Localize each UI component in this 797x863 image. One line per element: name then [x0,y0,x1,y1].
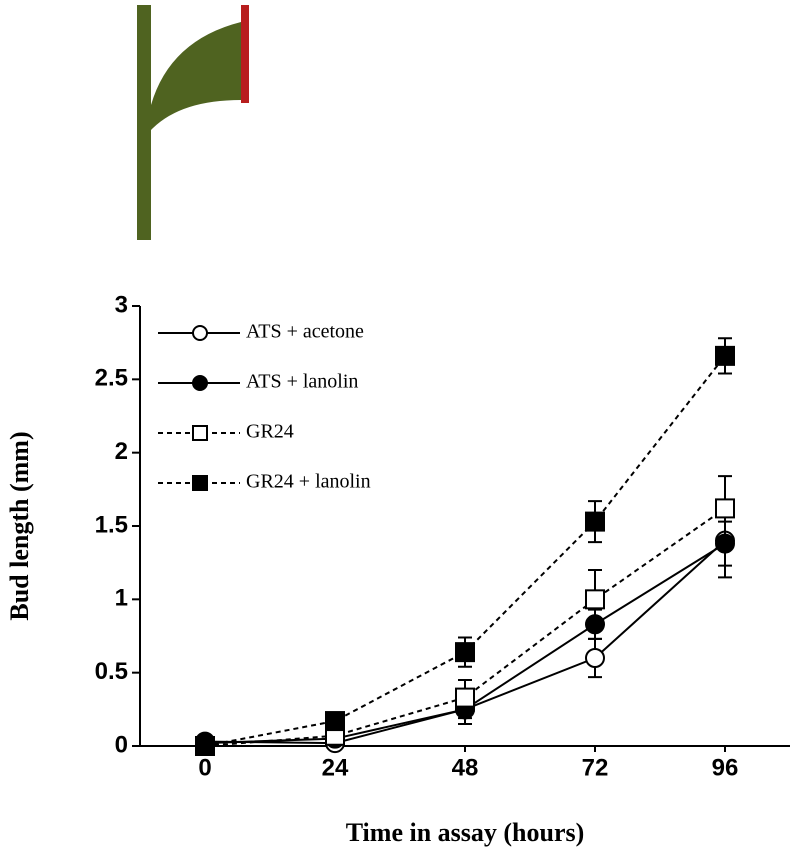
data-point [455,687,475,708]
data-point [455,642,475,663]
x-tick-label: 96 [712,754,739,781]
branch [151,22,241,130]
legend-marker [192,325,208,341]
illustration [137,5,249,240]
legend-label: GR24 + lanolin [246,471,371,493]
y-tick-label: 0.5 [95,658,128,685]
data-point [195,736,215,756]
data-point [585,511,605,532]
legend-marker [192,425,208,441]
x-tick-label: 48 [452,754,479,781]
legend-label: GR24 [246,421,294,443]
y-tick-label: 0 [115,731,128,758]
data-point [715,498,735,519]
x-axis-title: Time in assay (hours) [346,818,585,847]
y-tick-label: 1 [115,585,128,612]
legend-label: ATS + lanolin [246,371,358,393]
y-tick-label: 2.5 [95,365,128,392]
stem [137,5,151,240]
x-tick-label: 72 [582,754,609,781]
data-point [715,345,735,366]
y-tick-label: 3 [115,291,128,318]
data-point [585,648,605,668]
y-tick-label: 2 [115,438,128,465]
x-tick-label: 0 [198,754,211,781]
legend-label: ATS + acetone [246,321,364,343]
cut-end [241,5,249,103]
legend-marker [192,375,208,391]
data-point [585,589,605,610]
x-tick-label: 24 [322,754,349,781]
data-point [325,711,345,732]
y-axis-title: Bud length (mm) [5,431,34,620]
y-tick-label: 1.5 [95,511,128,538]
legend-marker [192,475,208,491]
